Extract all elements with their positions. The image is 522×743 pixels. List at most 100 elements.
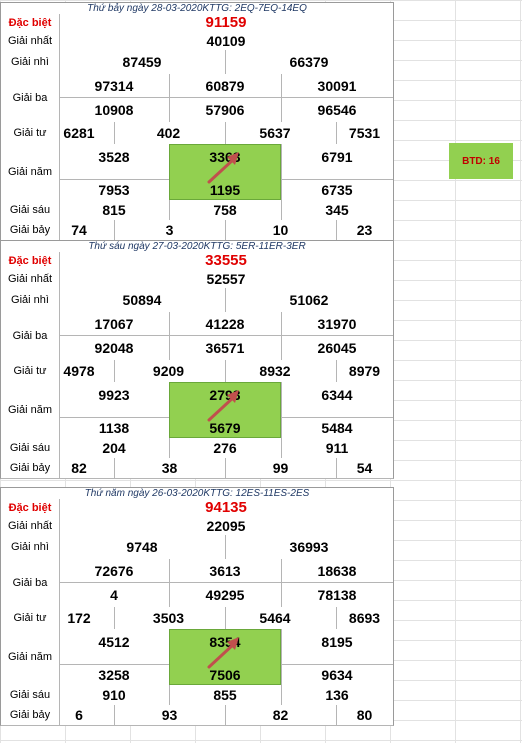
row-g7: Giải bảy 74 3 10 23 <box>0 220 394 241</box>
cell-divider <box>169 559 170 607</box>
prize-number: 6281 <box>63 125 95 141</box>
prize-number: 52557 <box>206 271 246 287</box>
prize-number: 4978 <box>63 363 95 379</box>
cell-divider <box>169 200 170 220</box>
prize-number: 38 <box>161 460 178 476</box>
draw-block: Thứ năm ngày 26-03-2020KTTG: 12ES-11ES-2… <box>0 487 394 726</box>
prize-number: 51062 <box>289 292 329 308</box>
prize-number: 54 <box>356 460 373 476</box>
row-g7: Giải bảy 6 93 82 80 <box>0 705 394 726</box>
prize-number: 7506 <box>209 667 241 683</box>
trend-arrow-icon <box>207 152 239 184</box>
prize-number: 22095 <box>206 518 246 534</box>
cell-divider <box>225 360 226 382</box>
label-db: Đặc biệt <box>1 499 60 517</box>
prize-number: 72676 <box>94 563 134 579</box>
prize-number: 3528 <box>98 149 130 165</box>
prize-number: 97314 <box>94 78 134 94</box>
prize-number: 26045 <box>317 340 357 356</box>
prize-number: 3 <box>165 222 174 238</box>
cell-divider <box>281 629 282 685</box>
prize-number: 17067 <box>94 316 134 332</box>
prize-number: 3503 <box>152 610 185 626</box>
prize-number: 9923 <box>98 387 130 403</box>
row-divider <box>59 582 393 583</box>
prize-number: 8195 <box>321 634 353 650</box>
row-g7: Giải bảy 82 38 99 54 <box>0 458 394 479</box>
prize-number: 3613 <box>209 563 241 579</box>
row-divider <box>59 97 393 98</box>
prize-number: 50894 <box>122 292 162 308</box>
prize-number: 815 <box>102 202 126 218</box>
row-g4: Giải tư 6281 402 5637 7531 <box>0 122 394 145</box>
prize-number: 93 <box>161 707 178 723</box>
trend-arrow-icon <box>207 390 239 422</box>
cell-divider <box>336 705 337 725</box>
cell-divider <box>225 705 226 725</box>
cell-divider <box>336 220 337 240</box>
row-g1: Giải nhất 22095 <box>0 517 394 536</box>
prize-number: 6 <box>75 707 83 723</box>
prize-number: 36993 <box>289 539 329 555</box>
cell-divider <box>169 685 170 705</box>
label-g3: Giải ba <box>1 312 60 360</box>
prize-number: 74 <box>71 222 87 238</box>
cell-divider <box>114 607 115 629</box>
cell-divider <box>114 705 115 725</box>
prize-number: 49295 <box>205 587 245 603</box>
row-g5: Giải năm 9923 2793 6344 1138 5679 5484 <box>0 382 394 439</box>
cell-divider <box>114 458 115 478</box>
prize-number: 94135 <box>205 499 247 516</box>
prize-number: 4512 <box>98 634 130 650</box>
cell-divider <box>169 438 170 458</box>
prize-number: 7531 <box>348 125 381 141</box>
prize-number: 855 <box>213 687 237 703</box>
prize-number: 4 <box>110 587 118 603</box>
highlight-cell <box>169 144 281 200</box>
prize-number: 172 <box>67 610 91 626</box>
cell-divider <box>225 607 226 629</box>
row-g2: Giải nhì 87459 66379 <box>0 50 394 75</box>
row-g2: Giải nhì 9748 36993 <box>0 535 394 560</box>
cell-divider <box>281 685 282 705</box>
cell-divider <box>336 360 337 382</box>
prize-number: 18638 <box>317 563 357 579</box>
label-g6: Giải sáu <box>1 200 60 220</box>
cell-divider <box>281 438 282 458</box>
prize-number: 78138 <box>317 587 357 603</box>
prize-number: 5464 <box>259 610 291 626</box>
row-g3: Giải ba 97314 60879 30091 10908 57906 96546 <box>0 74 394 123</box>
label-g4: Giải tư <box>1 607 60 629</box>
prize-number: 1138 <box>98 420 130 436</box>
prize-number: 5679 <box>209 420 241 436</box>
row-db: Đặc biệt 33555 <box>0 252 394 271</box>
cell-divider <box>225 50 226 74</box>
row-divider <box>59 335 393 336</box>
row-g5: Giải năm 3528 3363 6791 7953 1195 6735 <box>0 144 394 201</box>
label-db: Đặc biệt <box>1 14 60 32</box>
prize-number: 92048 <box>94 340 134 356</box>
prize-number: 41228 <box>205 316 245 332</box>
prize-number: 758 <box>213 202 237 218</box>
row-g3: Giải ba 72676 3613 18638 4 49295 78138 <box>0 559 394 608</box>
prize-number: 96546 <box>317 102 357 118</box>
label-g1: Giải nhất <box>1 270 60 288</box>
prize-number: 80 <box>356 707 373 723</box>
cell-divider <box>336 607 337 629</box>
cell-divider <box>281 144 282 200</box>
cell-divider <box>169 74 170 122</box>
row-g4: Giải tư 4978 9209 8932 8979 <box>0 360 394 383</box>
prize-number: 82 <box>272 707 289 723</box>
prize-number: 9748 <box>126 539 158 555</box>
label-g2: Giải nhì <box>1 288 60 312</box>
cell-divider <box>225 122 226 144</box>
prize-number: 6344 <box>321 387 353 403</box>
cell-divider <box>225 288 226 312</box>
row-g2: Giải nhì 50894 51062 <box>0 288 394 313</box>
cell-divider <box>281 559 282 607</box>
prize-number: 136 <box>325 687 349 703</box>
cell-divider <box>169 312 170 360</box>
cell-divider <box>114 220 115 240</box>
label-g6: Giải sáu <box>1 685 60 705</box>
prize-number: 40109 <box>206 33 246 49</box>
